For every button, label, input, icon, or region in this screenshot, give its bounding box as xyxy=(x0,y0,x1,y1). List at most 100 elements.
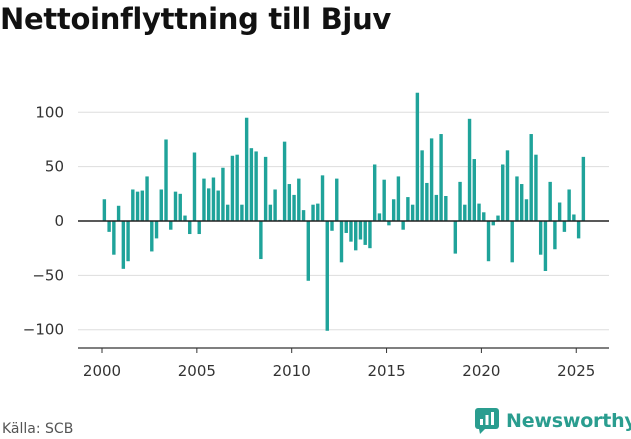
bar xyxy=(330,221,334,231)
bar xyxy=(425,182,429,221)
bar xyxy=(406,197,410,221)
bar xyxy=(263,156,268,221)
bar xyxy=(562,221,567,232)
bar xyxy=(553,221,557,250)
bar xyxy=(268,204,273,221)
bar xyxy=(221,167,225,221)
bar xyxy=(207,188,211,221)
y-tick-label: −50 xyxy=(32,266,64,284)
bar xyxy=(520,184,524,221)
bar xyxy=(183,215,187,221)
bar xyxy=(116,205,121,221)
bar xyxy=(377,213,382,221)
brand-logo: Newsworthy xyxy=(475,408,631,434)
bar xyxy=(515,176,519,221)
bar xyxy=(202,178,206,221)
newsworthy-logo-icon xyxy=(475,408,499,434)
y-axis: −100 −50 0 50 100 xyxy=(23,103,64,338)
bar xyxy=(311,204,315,221)
bar xyxy=(415,92,420,221)
bar xyxy=(382,179,386,221)
bar xyxy=(491,221,495,226)
bar xyxy=(145,176,149,221)
bar xyxy=(230,155,235,221)
bar xyxy=(102,199,107,221)
y-tick-label: −100 xyxy=(23,321,64,339)
bar xyxy=(169,221,173,230)
bar xyxy=(339,221,344,263)
bar xyxy=(420,150,424,221)
x-tick-label: 2020 xyxy=(462,362,500,380)
bar xyxy=(524,199,529,221)
bar xyxy=(126,221,130,262)
source-note: Källa: SCB xyxy=(2,421,74,437)
bar xyxy=(121,221,126,269)
bar xyxy=(178,193,182,221)
bar xyxy=(501,164,505,221)
bar xyxy=(135,191,140,221)
bar xyxy=(372,164,377,221)
bar xyxy=(581,156,586,221)
y-tick-label: 50 xyxy=(45,158,64,176)
x-axis: 2000 2005 2010 2015 2020 2025 xyxy=(78,347,609,380)
bar xyxy=(458,181,462,221)
bar xyxy=(211,177,216,221)
bar xyxy=(173,191,178,221)
bar xyxy=(273,189,277,221)
bar xyxy=(240,204,244,221)
bar xyxy=(543,221,548,271)
bar xyxy=(282,141,287,221)
bar xyxy=(235,154,239,221)
bar xyxy=(225,204,230,221)
bar xyxy=(131,189,135,221)
bar xyxy=(192,152,197,221)
bar xyxy=(572,214,576,221)
bar xyxy=(477,203,481,221)
bar xyxy=(254,151,258,221)
bar xyxy=(548,181,552,221)
bar-series xyxy=(78,92,609,331)
bar xyxy=(150,221,154,252)
bar xyxy=(164,139,168,221)
bar xyxy=(444,196,448,221)
bar xyxy=(188,221,192,235)
bar xyxy=(107,221,111,232)
bar xyxy=(434,194,439,221)
bar xyxy=(244,117,249,221)
bar xyxy=(297,178,301,221)
bar xyxy=(576,221,581,239)
bar xyxy=(325,221,329,331)
bar xyxy=(249,148,254,221)
bar xyxy=(410,204,415,221)
bar xyxy=(529,134,533,221)
bar xyxy=(154,221,159,239)
bar xyxy=(335,178,339,221)
bar xyxy=(344,221,348,233)
bar xyxy=(510,221,514,263)
bar xyxy=(467,118,472,221)
bar xyxy=(368,221,372,249)
bar xyxy=(482,212,486,221)
bar xyxy=(354,221,358,251)
bar xyxy=(453,221,458,254)
bar xyxy=(505,150,510,221)
bar xyxy=(486,221,491,262)
bar xyxy=(159,189,163,221)
bar xyxy=(112,221,116,255)
bar xyxy=(306,221,310,281)
bar xyxy=(320,175,325,221)
brand-name: Newsworthy xyxy=(506,410,631,432)
x-tick-label: 2025 xyxy=(557,362,595,380)
bar xyxy=(496,215,500,221)
bar xyxy=(259,221,263,260)
bar xyxy=(429,138,434,221)
bar xyxy=(567,189,571,221)
y-tick-label: 0 xyxy=(54,212,64,230)
bar xyxy=(216,190,220,221)
chart-title: Nettoinflyttning till Bjuv xyxy=(0,2,392,36)
bar xyxy=(292,194,296,221)
x-tick-label: 2005 xyxy=(178,362,216,380)
y-tick-label: 100 xyxy=(35,103,64,121)
x-tick-label: 2000 xyxy=(83,362,121,380)
